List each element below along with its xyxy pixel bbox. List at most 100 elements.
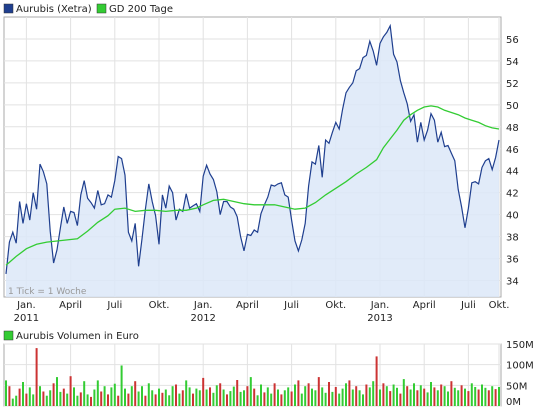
volume-bar — [22, 382, 24, 406]
volume-bar — [355, 386, 358, 406]
volume-y-axis: 0M 50M 100M 150M — [506, 340, 534, 408]
volume-bar — [188, 387, 191, 406]
volume-bar — [39, 386, 41, 406]
volume-bar — [474, 387, 477, 406]
volume-y-tick-label: 50M — [506, 381, 527, 392]
price-x-axis: Jan. April Juli Okt. Jan. April Juli Okt. Jan. Ap… — [16, 300, 509, 311]
volume-bar — [100, 391, 103, 406]
volume-bar — [321, 387, 324, 406]
volume-bar — [297, 380, 300, 406]
legend-swatch-gd200 — [96, 3, 107, 14]
volume-bar — [345, 383, 347, 406]
volume-bar — [144, 395, 147, 406]
volume-bar — [440, 384, 443, 406]
volume-bar — [253, 388, 256, 406]
volume-bar — [134, 381, 137, 406]
price-x-tick-label: Juli — [460, 300, 476, 311]
volume-bar — [348, 380, 351, 406]
volume-bar — [426, 392, 429, 406]
volume-bar — [32, 394, 35, 406]
price-x-tick-label: Juli — [106, 300, 122, 311]
volume-bar — [266, 387, 269, 406]
volume-bar — [178, 393, 181, 406]
volume-bar — [423, 388, 426, 406]
price-x-tick-label: April — [236, 300, 259, 311]
price-y-tick-label: 54 — [506, 57, 519, 68]
price-year-label: 2011 — [14, 313, 39, 324]
legend-swatch-price — [3, 3, 14, 14]
volume-bar — [307, 383, 310, 406]
volume-bar — [219, 383, 222, 406]
volume-bar — [215, 385, 218, 406]
volume-bar — [120, 365, 123, 406]
volume-bar — [300, 393, 303, 406]
volume-bar — [151, 390, 154, 406]
volume-y-tick-label: 100M — [506, 361, 534, 372]
volume-bar — [249, 377, 252, 406]
price-y-tick-label: 36 — [506, 255, 519, 266]
volume-bar — [436, 390, 439, 406]
volume-legend: Aurubis Volumen in Euro — [3, 330, 139, 342]
volume-bar — [283, 390, 286, 406]
volume-bar — [15, 395, 18, 406]
price-y-tick-label: 50 — [506, 101, 519, 112]
volume-bar — [430, 382, 432, 406]
volume-bar — [90, 396, 92, 406]
volume-bar — [450, 381, 453, 406]
volume-bar — [317, 377, 320, 406]
volume-bar — [147, 383, 150, 406]
volume-bar — [314, 390, 317, 406]
price-x-tick-label: Okt. — [489, 300, 510, 311]
volume-bar — [226, 394, 228, 406]
volume-bar — [239, 391, 242, 406]
volume-bar — [331, 391, 334, 406]
volume-bar — [406, 386, 409, 406]
volume-bar — [392, 384, 395, 406]
volume-bar — [59, 391, 62, 406]
volume-bar — [168, 395, 171, 406]
volume-bar — [113, 383, 116, 406]
price-y-tick-label: 48 — [506, 123, 519, 134]
price-year-label: 2013 — [367, 313, 392, 324]
volume-bar — [290, 391, 293, 406]
volume-bar — [185, 380, 188, 406]
volume-bar — [256, 395, 259, 406]
price-legend: Aurubis (Xetra) GD 200 Tage — [3, 3, 173, 15]
volume-bar — [263, 392, 266, 406]
volume-bars — [5, 348, 500, 406]
volume-bar — [409, 389, 412, 406]
volume-bar — [365, 384, 368, 406]
volume-bar — [460, 385, 463, 406]
price-x-tick-label: April — [413, 300, 436, 311]
volume-bar — [76, 395, 79, 406]
price-x-tick-label: Jan. — [16, 300, 36, 311]
volume-bar — [491, 386, 494, 406]
volume-bar — [273, 383, 276, 406]
volume-bar — [198, 390, 201, 406]
volume-bar — [287, 387, 290, 406]
volume-bar — [56, 377, 58, 406]
volume-bar — [161, 392, 164, 406]
volume-bar — [351, 389, 354, 406]
volume-bar — [175, 384, 177, 406]
volume-bar — [498, 387, 500, 406]
volume-bar — [127, 393, 130, 406]
volume-bar — [477, 389, 480, 406]
volume-bar — [341, 388, 344, 406]
volume-bar — [419, 385, 422, 406]
price-x-tick-label: April — [59, 300, 82, 311]
volume-bar — [481, 384, 483, 406]
volume-bar — [25, 393, 28, 406]
price-y-tick-label: 46 — [506, 145, 519, 156]
volume-bar — [42, 391, 45, 406]
legend-swatch-volume — [3, 330, 14, 341]
volume-bar — [69, 376, 72, 406]
volume-bar — [79, 392, 82, 406]
volume-bar — [304, 386, 307, 406]
volume-bar — [164, 389, 167, 406]
price-x-tick-label: Juli — [283, 300, 299, 311]
volume-bar — [18, 388, 21, 406]
price-x-tick-label: Jan. — [193, 300, 213, 311]
volume-bar — [195, 388, 198, 406]
volume-bar — [358, 390, 361, 406]
